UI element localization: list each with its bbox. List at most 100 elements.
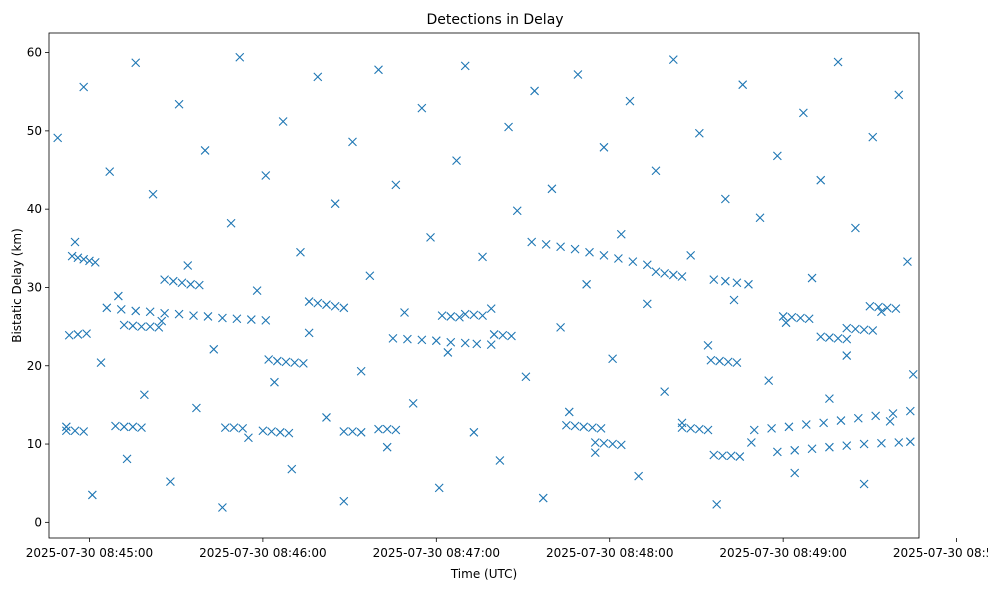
data-point: [61, 426, 71, 436]
data-point: [460, 61, 470, 71]
data-point: [229, 423, 239, 432]
data-point: [382, 442, 392, 452]
data-point: [790, 445, 800, 455]
data-point: [521, 372, 531, 382]
data-point: [677, 272, 687, 281]
data-point: [891, 304, 901, 313]
data-point: [547, 184, 557, 194]
data-point: [599, 142, 609, 152]
data-point: [322, 300, 331, 310]
data-point: [119, 320, 129, 330]
data-point: [284, 428, 294, 438]
data-point: [642, 299, 652, 309]
data-point: [614, 254, 623, 263]
data-point: [807, 444, 817, 454]
data-point: [478, 311, 487, 321]
data-point: [87, 490, 97, 500]
data-point: [348, 137, 357, 147]
data-point: [194, 280, 204, 290]
data-point: [160, 275, 170, 285]
data-point: [339, 427, 349, 436]
series-track-g: [709, 275, 753, 289]
data-point: [90, 258, 100, 267]
data-point: [272, 356, 282, 366]
data-point: [703, 425, 713, 435]
series-track-ad: [489, 330, 516, 341]
series-track-b: [67, 251, 100, 267]
data-point: [720, 194, 730, 204]
data-point: [767, 423, 776, 433]
data-point: [588, 423, 597, 432]
data-point: [853, 413, 863, 423]
data-point: [79, 82, 89, 92]
data-point: [599, 438, 609, 448]
data-point: [356, 427, 366, 437]
data-point: [174, 99, 184, 109]
data-point: [746, 438, 756, 447]
data-point: [749, 425, 759, 435]
data-point: [281, 357, 291, 367]
y-tick-label: 60: [27, 46, 42, 60]
data-point: [859, 325, 869, 335]
series-clutter: [53, 52, 918, 512]
x-axis-ticks: 2025-07-30 08:45:00 2025-07-30 08:46:00 20…: [26, 538, 988, 560]
data-point: [778, 312, 788, 321]
data-point: [596, 423, 606, 433]
data-point: [694, 424, 704, 434]
series-track-v: [816, 332, 852, 344]
data-point: [183, 261, 193, 270]
series-track-l: [111, 421, 146, 432]
chart-title: Detections in Delay: [426, 12, 563, 28]
data-point: [859, 439, 869, 449]
series-track-ac: [437, 311, 464, 322]
data-point: [131, 58, 141, 68]
data-point: [455, 312, 464, 322]
data-point: [261, 315, 271, 325]
y-axis-ticks: 0 10 20 30 40 50 60: [27, 46, 49, 529]
data-point: [677, 418, 687, 428]
data-point: [478, 252, 487, 262]
data-point: [85, 256, 94, 266]
data-point: [278, 117, 288, 126]
data-point: [356, 366, 366, 376]
data-point: [608, 354, 618, 364]
data-point: [322, 413, 331, 422]
data-point: [382, 424, 392, 434]
data-point: [264, 355, 274, 364]
data-point: [304, 328, 314, 338]
plot-area-frame: [48, 32, 920, 539]
data-point: [807, 273, 817, 283]
data-point: [287, 464, 297, 474]
y-tick-label: 40: [27, 202, 42, 216]
data-point: [417, 335, 427, 345]
data-point: [252, 286, 262, 295]
data-point: [874, 302, 883, 312]
data-point: [403, 334, 412, 344]
data-point: [486, 304, 496, 313]
data-point: [825, 333, 834, 342]
data-point: [374, 65, 383, 75]
data-point: [304, 297, 314, 306]
series-track-p: [561, 420, 606, 433]
data-point: [232, 314, 242, 324]
data-point: [82, 329, 91, 339]
data-point: [486, 340, 496, 350]
data-point: [712, 499, 722, 509]
series-track-a: [102, 303, 271, 325]
data-point: [833, 57, 843, 67]
data-point: [460, 338, 470, 348]
x-tick-label: 2025-07-30 08:48:00: [546, 546, 673, 560]
data-point: [744, 279, 753, 289]
data-point: [391, 180, 401, 190]
data-point: [732, 358, 742, 368]
data-point: [842, 441, 852, 451]
data-point: [735, 452, 745, 461]
data-point: [634, 471, 644, 481]
series-track-q: [590, 438, 626, 450]
data-point: [668, 270, 678, 280]
data-point: [261, 171, 271, 180]
data-point: [244, 433, 253, 443]
data-point: [825, 394, 834, 404]
series-track-aa: [339, 427, 366, 437]
data-point: [842, 351, 852, 360]
